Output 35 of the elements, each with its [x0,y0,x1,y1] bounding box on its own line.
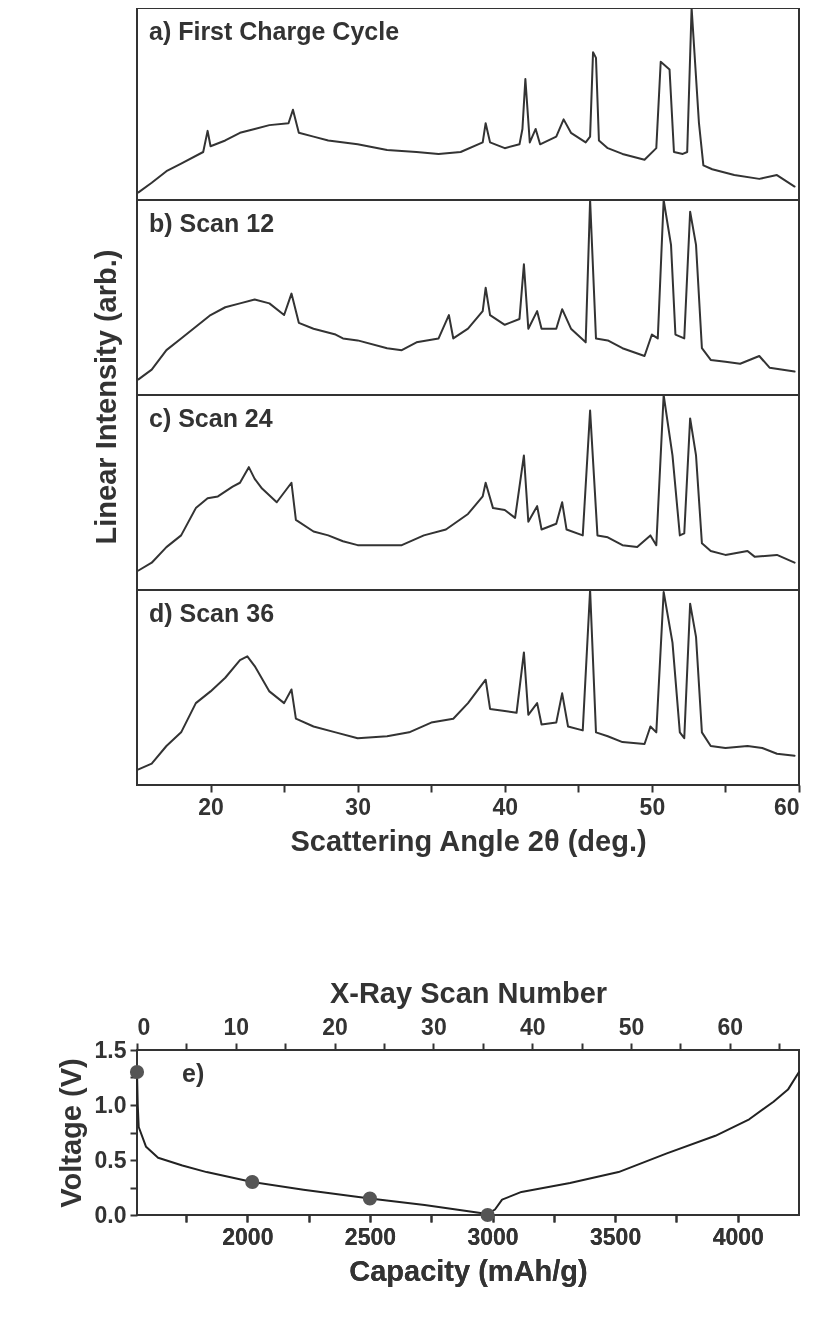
x-axis-title: Scattering Angle 2θ (deg.) [290,824,647,857]
annotation: a) First Charge Cycle [149,17,400,45]
y-axis-title: Voltage (V) [54,1058,87,1208]
y-tick-label: 0.5 [94,1146,127,1173]
y-axis-title: Linear Intensity (arb.) [89,249,123,544]
x-tick-label: 20 [198,793,224,820]
x-tick-label: 2500 [344,1223,397,1250]
x-tick-label: 50 [639,793,666,820]
x-tick-label: 2000 [222,1223,274,1250]
x2-axis-title: X-Ray Scan Number [329,976,608,1009]
x-tick-label: 30 [345,793,371,820]
x-tick-label: 3500 [590,1223,642,1250]
point [362,1191,377,1206]
y-tick-label: 1.5 [94,1036,127,1063]
x-tick-label: 40 [492,793,519,820]
x-tick-label: 3000 [467,1223,519,1250]
point [480,1207,495,1223]
annotation: c) Scan 24 [149,404,273,432]
y-tick-label: 1.0 [94,1091,127,1118]
annotation: b) Scan 12 [149,209,275,237]
x2-tick-label: 20 [322,1013,348,1040]
x2-tick-label: 0 [137,1013,151,1040]
x-tick-label: 60 [773,793,800,820]
x2-tick-label: 50 [618,1013,645,1040]
x2-tick-label: 60 [717,1013,744,1040]
x-tick-label: 4000 [712,1223,764,1250]
x2-tick-label: 10 [223,1013,250,1040]
x-axis-title: Capacity (mAh/g) [349,1254,588,1287]
point [129,1064,145,1080]
y-tick-label: 0.0 [94,1201,127,1228]
annotation: d) Scan 36 [149,599,275,627]
x2-tick-label: 40 [519,1013,546,1040]
x2-tick-label: 30 [421,1013,447,1040]
point [245,1174,260,1190]
annotation: e) [182,1059,205,1087]
